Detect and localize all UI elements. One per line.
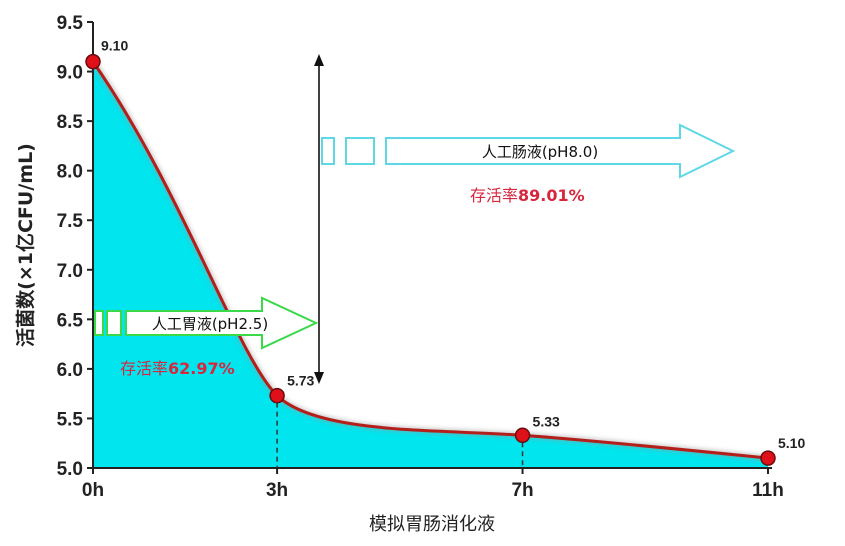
double-arrow [314, 54, 324, 384]
dashed-drop-lines [276, 402, 524, 468]
x-tick-label: 7h [511, 480, 533, 501]
intestinal-label: 人工肠液(pH8.0) [482, 143, 598, 161]
y-tick-label: 5.5 [57, 409, 84, 430]
data-point [85, 53, 101, 70]
y-tick-label: 8.5 [57, 112, 84, 133]
y-tick-label: 7.0 [57, 261, 83, 282]
gastric-label: 人工胃液(pH2.5) [152, 315, 268, 333]
data-label: 5.10 [778, 435, 805, 451]
y-tick-label: 8.0 [57, 162, 83, 183]
data-point [269, 387, 285, 404]
x-axis-title: 模拟胃肠消化液 [369, 514, 495, 535]
y-tick-label: 9.0 [57, 63, 83, 84]
data-point [514, 427, 531, 444]
area-fill [93, 61, 768, 469]
data-labels: 9.10 5.73 5.33 5.10 [101, 38, 805, 451]
x-tick-label: 3h [266, 480, 288, 501]
y-tick-label: 7.5 [57, 211, 84, 232]
y-tick-label: 6.5 [57, 310, 84, 331]
data-label: 5.73 [287, 373, 314, 389]
y-axis-ticks: 5.0 5.5 6.0 6.5 7.0 7.5 8.0 8.5 9.0 9.5 [57, 13, 93, 480]
intestinal-arrow: 人工肠液(pH8.0) [321, 123, 736, 179]
x-axis-ticks: 0h 3h 7h 11h [82, 468, 784, 501]
data-label: 9.10 [101, 38, 128, 54]
y-tick-label: 5.0 [57, 459, 83, 480]
data-label: 5.33 [533, 413, 560, 429]
data-markers [85, 53, 776, 466]
data-point [760, 450, 776, 466]
gastric-survival-rate: 存活率62.97% [120, 359, 235, 378]
x-tick-label: 11h [752, 480, 784, 501]
gastric-arrow: 人工胃液(pH2.5) [94, 296, 319, 350]
x-tick-label: 0h [82, 480, 104, 501]
y-axis-title: 活菌数(×1亿CFU/mL) [14, 143, 37, 347]
y-tick-label: 9.5 [57, 13, 84, 34]
data-curve [91, 60, 769, 460]
y-tick-label: 6.0 [57, 360, 83, 381]
intestinal-survival-rate: 存活率89.01% [470, 186, 585, 205]
